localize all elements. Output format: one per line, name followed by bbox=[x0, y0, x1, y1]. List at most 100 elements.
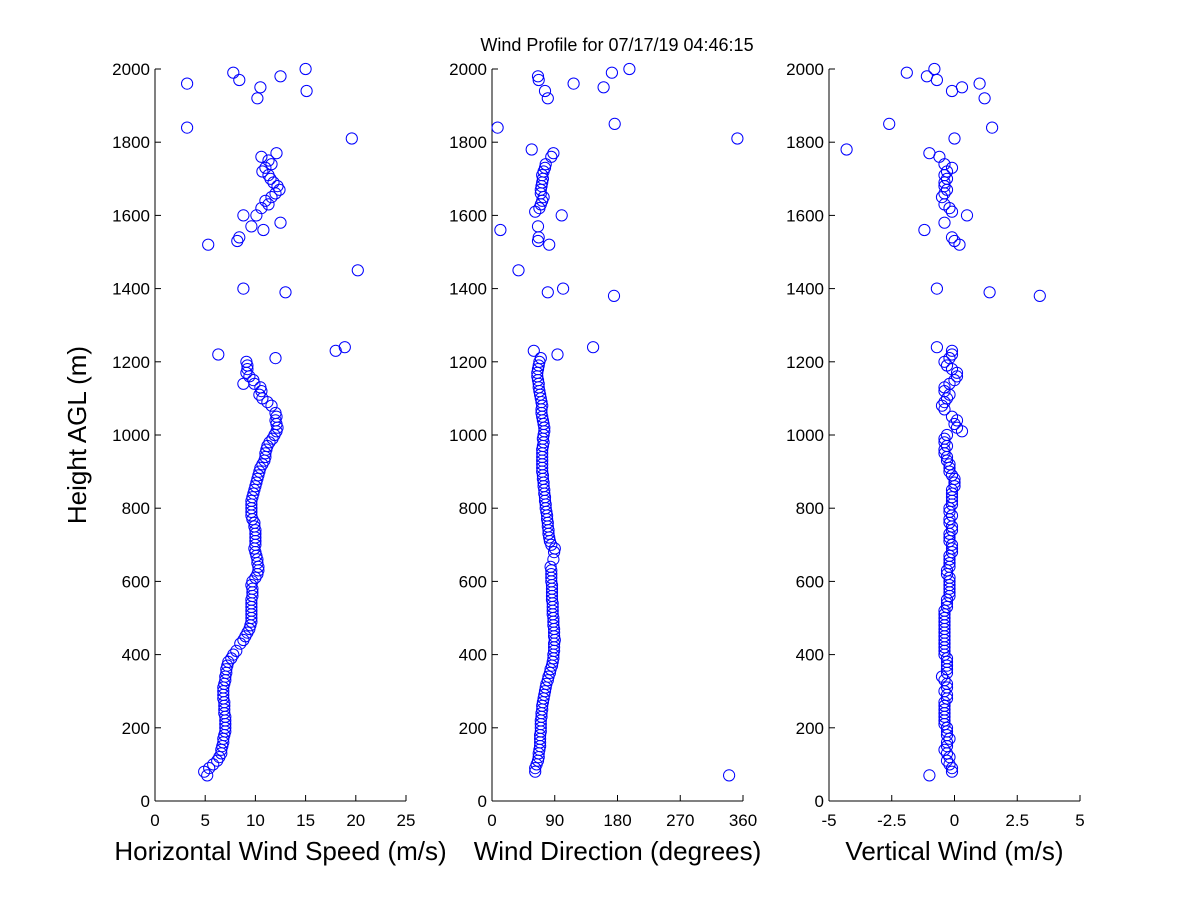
data-point-marker bbox=[494, 223, 507, 237]
data-point-marker bbox=[237, 282, 250, 295]
data-point-marker bbox=[943, 732, 956, 745]
data-points bbox=[840, 62, 1046, 782]
data-point-marker bbox=[943, 458, 956, 471]
y-tick-label: 400 bbox=[122, 646, 150, 665]
data-point-marker bbox=[948, 132, 961, 145]
y-tick-label: 1800 bbox=[449, 133, 487, 152]
y-tick-label: 200 bbox=[796, 719, 824, 738]
data-point-marker bbox=[351, 264, 364, 277]
x-tick-label: 0 bbox=[487, 811, 496, 830]
y-tick-label: 2000 bbox=[449, 60, 487, 79]
data-point-marker bbox=[597, 81, 610, 94]
x-tick-label: 0 bbox=[950, 811, 959, 830]
data-point-marker bbox=[254, 381, 267, 394]
x-tick-label: 15 bbox=[296, 811, 315, 830]
data-point-marker bbox=[269, 352, 282, 365]
data-point-marker bbox=[945, 765, 959, 778]
data-point-marker bbox=[345, 132, 358, 145]
data-point-marker bbox=[545, 150, 558, 163]
y-tick-label: 2000 bbox=[786, 60, 824, 79]
data-point-marker bbox=[254, 461, 267, 474]
data-point-marker bbox=[945, 348, 959, 361]
data-point-marker bbox=[525, 143, 538, 156]
data-point-marker bbox=[270, 410, 283, 423]
data-point-marker bbox=[181, 77, 194, 90]
x-tick-label: 90 bbox=[545, 811, 564, 830]
data-points bbox=[491, 62, 744, 782]
data-point-marker bbox=[955, 81, 969, 94]
x-tick-label: 270 bbox=[666, 811, 694, 830]
data-point-marker bbox=[248, 483, 261, 496]
data-point-marker bbox=[534, 352, 547, 365]
data-point-marker bbox=[948, 234, 961, 248]
data-point-marker bbox=[940, 172, 954, 185]
data-point-marker bbox=[201, 769, 214, 782]
data-point-marker bbox=[938, 169, 951, 182]
y-tick-label: 0 bbox=[815, 792, 824, 811]
y-tick-label: 800 bbox=[459, 499, 487, 518]
data-point-marker bbox=[940, 359, 954, 372]
y-tick-label: 600 bbox=[459, 572, 487, 591]
data-point-marker bbox=[202, 238, 215, 251]
data-point-marker bbox=[541, 92, 554, 105]
y-tick-label: 1400 bbox=[786, 280, 824, 299]
x-tick-label: 10 bbox=[246, 811, 265, 830]
x-axis-label: Horizontal Wind Speed (m/s) bbox=[114, 836, 446, 866]
data-point-marker bbox=[948, 476, 961, 489]
data-point-marker bbox=[938, 743, 951, 756]
data-point-marker bbox=[279, 286, 292, 299]
data-point-marker bbox=[211, 754, 224, 767]
y-tick-label: 1600 bbox=[449, 206, 487, 225]
data-point-marker bbox=[300, 84, 313, 98]
data-point-marker bbox=[945, 469, 959, 482]
data-point-marker bbox=[527, 344, 540, 357]
data-point-marker bbox=[945, 205, 959, 218]
data-point-marker bbox=[241, 363, 254, 376]
x-tick-label: 20 bbox=[346, 811, 365, 830]
data-point-marker bbox=[255, 150, 268, 163]
data-point-marker bbox=[233, 231, 246, 244]
y-tick-label: 400 bbox=[459, 646, 487, 665]
y-tick-label: 1800 bbox=[786, 133, 824, 152]
data-point-marker bbox=[938, 158, 951, 171]
data-point-marker bbox=[960, 209, 974, 222]
data-point-marker bbox=[1033, 289, 1046, 302]
data-point-marker bbox=[256, 165, 269, 178]
data-point-marker bbox=[245, 220, 258, 233]
data-point-marker bbox=[608, 117, 621, 131]
y-tick-label: 800 bbox=[122, 499, 150, 518]
data-point-marker bbox=[955, 425, 969, 438]
data-point-marker bbox=[945, 161, 959, 174]
y-tick-label: 200 bbox=[459, 719, 487, 738]
data-point-marker bbox=[940, 439, 954, 453]
data-point-marker bbox=[930, 341, 944, 354]
data-point-marker bbox=[938, 198, 951, 211]
data-point-marker bbox=[950, 421, 964, 434]
y-tick-label: 1400 bbox=[112, 280, 150, 299]
y-tick-label: 1200 bbox=[112, 353, 150, 372]
data-point-marker bbox=[551, 348, 564, 361]
data-point-marker bbox=[567, 77, 580, 90]
x-tick-label: 360 bbox=[729, 811, 757, 830]
data-point-marker bbox=[945, 344, 959, 357]
data-point-marker bbox=[545, 568, 558, 581]
data-point-marker bbox=[338, 341, 351, 354]
data-point-marker bbox=[203, 762, 216, 775]
data-point-marker bbox=[253, 465, 266, 478]
data-point-marker bbox=[207, 758, 220, 771]
y-tick-label: 1200 bbox=[449, 353, 487, 372]
data-point-marker bbox=[265, 158, 278, 171]
data-point-marker bbox=[240, 355, 253, 368]
data-points bbox=[181, 62, 364, 782]
data-point-marker bbox=[948, 417, 961, 431]
data-point-marker bbox=[938, 216, 951, 229]
data-point-marker bbox=[557, 282, 570, 295]
data-point-marker bbox=[938, 685, 951, 698]
data-point-marker bbox=[299, 62, 312, 76]
x-tick-label: -2.5 bbox=[877, 811, 906, 830]
data-point-marker bbox=[605, 66, 619, 79]
data-point-marker bbox=[227, 66, 240, 79]
data-point-marker bbox=[918, 223, 931, 237]
data-point-marker bbox=[923, 147, 936, 160]
data-point-marker bbox=[973, 77, 986, 90]
